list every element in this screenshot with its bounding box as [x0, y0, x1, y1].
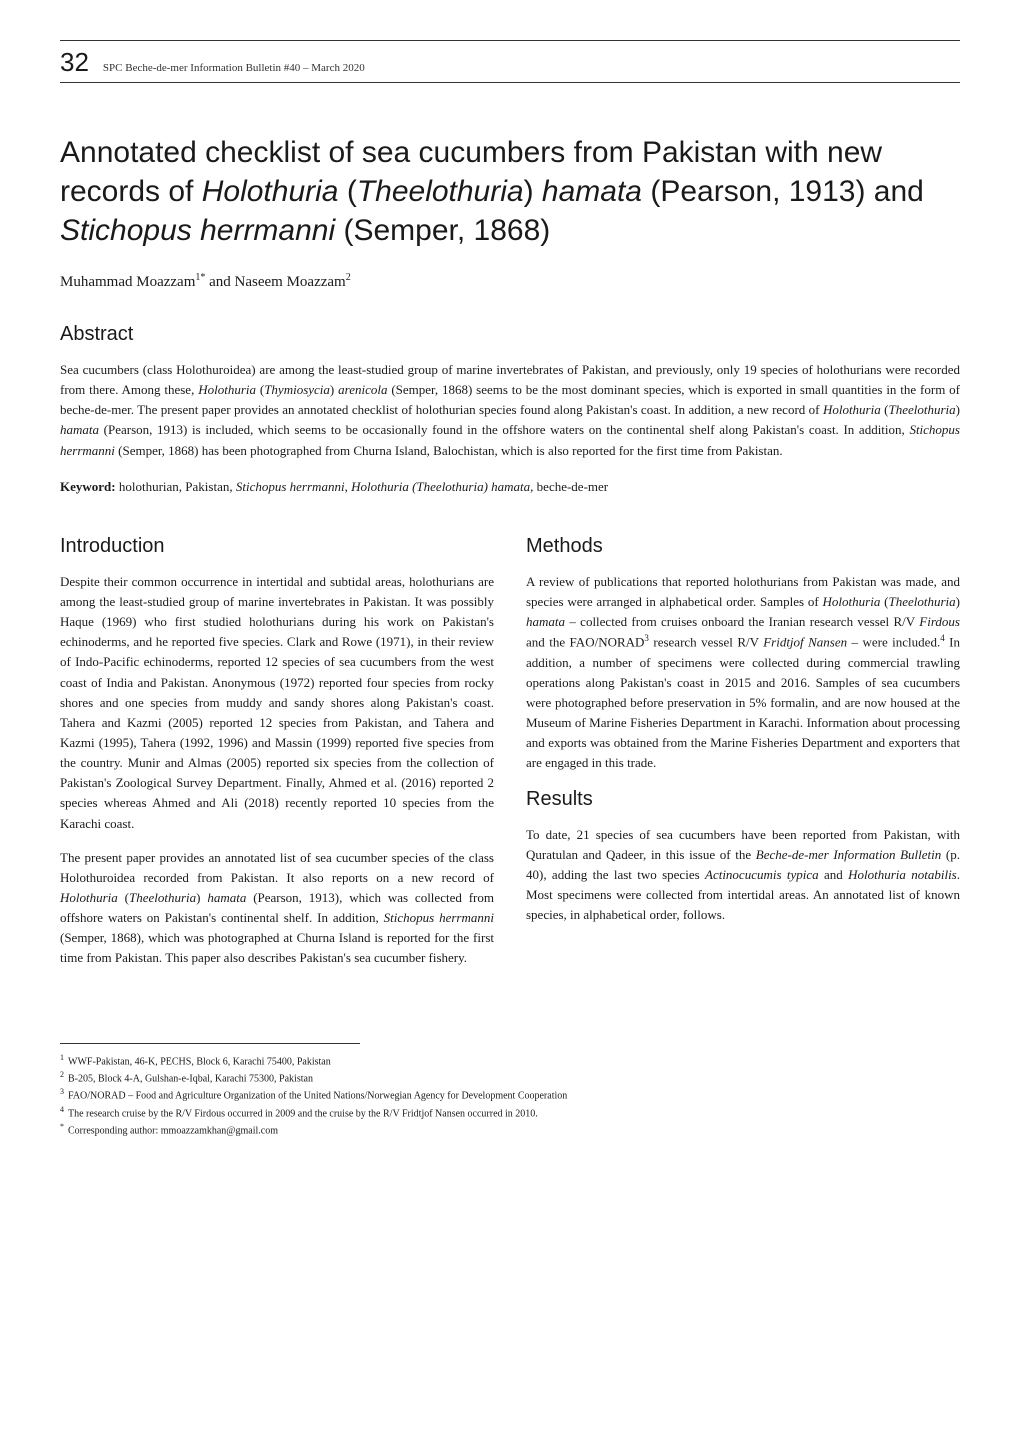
right-column: Methods A review of publications that re…	[526, 527, 960, 983]
footnote-item: 1WWF-Pakistan, 46-K, PECHS, Block 6, Kar…	[60, 1052, 960, 1069]
keyword-label: Keyword:	[60, 479, 116, 494]
authors-line: Muhammad Moazzam1* and Naseem Moazzam2	[60, 272, 960, 291]
results-heading: Results	[526, 788, 960, 811]
left-column: Introduction Despite their common occurr…	[60, 527, 494, 983]
footnotes-block: 1WWF-Pakistan, 46-K, PECHS, Block 6, Kar…	[60, 1052, 960, 1139]
running-title: SPC Beche-de-mer Information Bulletin #4…	[103, 62, 365, 74]
footnote-rule	[60, 1043, 360, 1044]
abstract-section: Abstract Sea cucumbers (class Holothuroi…	[60, 323, 960, 497]
introduction-heading: Introduction	[60, 535, 494, 558]
methods-heading: Methods	[526, 535, 960, 558]
footnote-item: 2B-205, Block 4-A, Gulshan-e-Iqbal, Kara…	[60, 1069, 960, 1086]
results-paragraph-1: To date, 21 species of sea cucumbers hav…	[526, 825, 960, 926]
intro-paragraph-2: The present paper provides an annotated …	[60, 848, 494, 969]
running-head: 32 SPC Beche-de-mer Information Bulletin…	[60, 47, 960, 83]
footnote-item: *Corresponding author: mmoazzamkhan@gmai…	[60, 1121, 960, 1138]
article-title: Annotated checklist of sea cucumbers fro…	[60, 133, 960, 250]
header-top-rule	[60, 40, 960, 41]
abstract-body: Sea cucumbers (class Holothuroidea) are …	[60, 360, 960, 461]
page-container: 32 SPC Beche-de-mer Information Bulletin…	[0, 0, 1020, 1188]
intro-paragraph-1: Despite their common occurrence in inter…	[60, 572, 494, 834]
two-column-body: Introduction Despite their common occurr…	[60, 527, 960, 983]
keyword-text: holothurian, Pakistan, Stichopus herrman…	[116, 479, 609, 494]
footnote-item: 4The research cruise by the R/V Firdous …	[60, 1104, 960, 1121]
abstract-heading: Abstract	[60, 323, 960, 346]
page-number: 32	[60, 47, 89, 78]
footnote-item: 3FAO/NORAD – Food and Agriculture Organi…	[60, 1086, 960, 1103]
keyword-line: Keyword: holothurian, Pakistan, Stichopu…	[60, 477, 960, 497]
methods-paragraph-1: A review of publications that reported h…	[526, 572, 960, 774]
